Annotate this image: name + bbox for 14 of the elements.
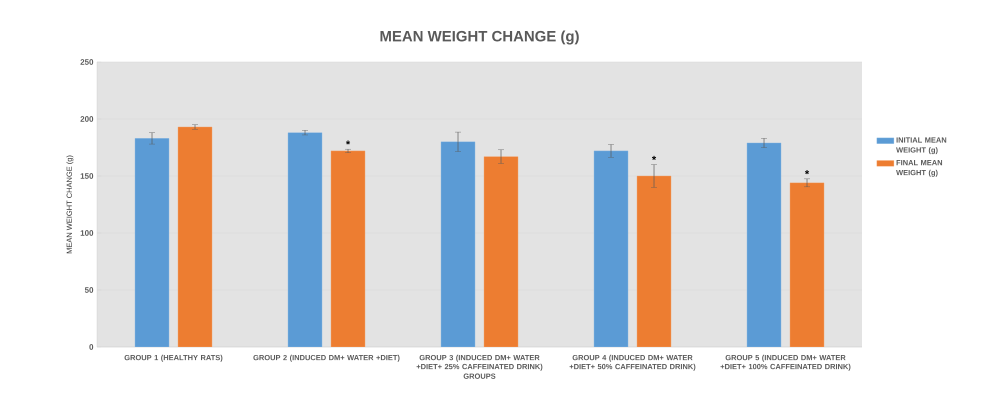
bar <box>790 182 824 347</box>
annotation: * <box>346 140 350 145</box>
bar <box>440 142 476 347</box>
bar <box>746 142 782 347</box>
bar <box>484 156 518 347</box>
bar <box>134 138 170 347</box>
bar <box>330 150 366 347</box>
chart-title: MEAN WEIGHT CHANGE (g) <box>380 30 579 45</box>
bar <box>288 132 322 347</box>
bar <box>636 176 672 347</box>
bar <box>178 126 212 347</box>
annotation: * <box>652 156 656 160</box>
annotation: * <box>804 170 810 174</box>
bar <box>594 150 628 347</box>
